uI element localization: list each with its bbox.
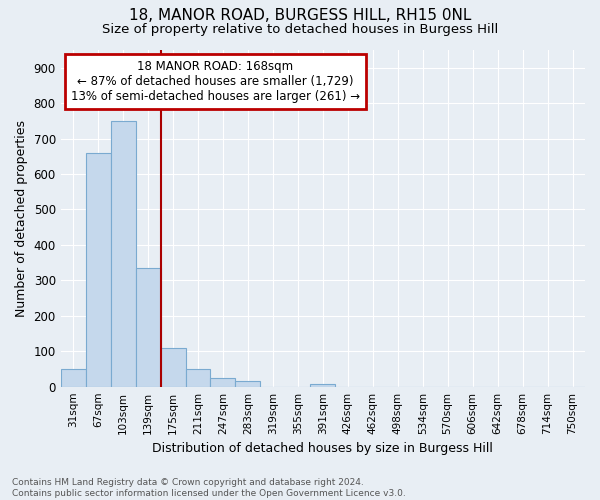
Text: 18, MANOR ROAD, BURGESS HILL, RH15 0NL: 18, MANOR ROAD, BURGESS HILL, RH15 0NL bbox=[129, 8, 471, 22]
Bar bbox=[61, 369, 86, 386]
Text: Contains HM Land Registry data © Crown copyright and database right 2024.
Contai: Contains HM Land Registry data © Crown c… bbox=[12, 478, 406, 498]
Bar bbox=[86, 153, 110, 386]
Y-axis label: Number of detached properties: Number of detached properties bbox=[15, 120, 28, 317]
Bar bbox=[136, 268, 161, 386]
Text: 18 MANOR ROAD: 168sqm
← 87% of detached houses are smaller (1,729)
13% of semi-d: 18 MANOR ROAD: 168sqm ← 87% of detached … bbox=[71, 60, 360, 103]
Bar bbox=[110, 121, 136, 386]
Bar bbox=[310, 384, 335, 386]
Bar bbox=[185, 369, 211, 386]
Bar bbox=[235, 382, 260, 386]
Text: Size of property relative to detached houses in Burgess Hill: Size of property relative to detached ho… bbox=[102, 22, 498, 36]
X-axis label: Distribution of detached houses by size in Burgess Hill: Distribution of detached houses by size … bbox=[152, 442, 493, 455]
Bar bbox=[211, 378, 235, 386]
Bar bbox=[161, 348, 185, 387]
